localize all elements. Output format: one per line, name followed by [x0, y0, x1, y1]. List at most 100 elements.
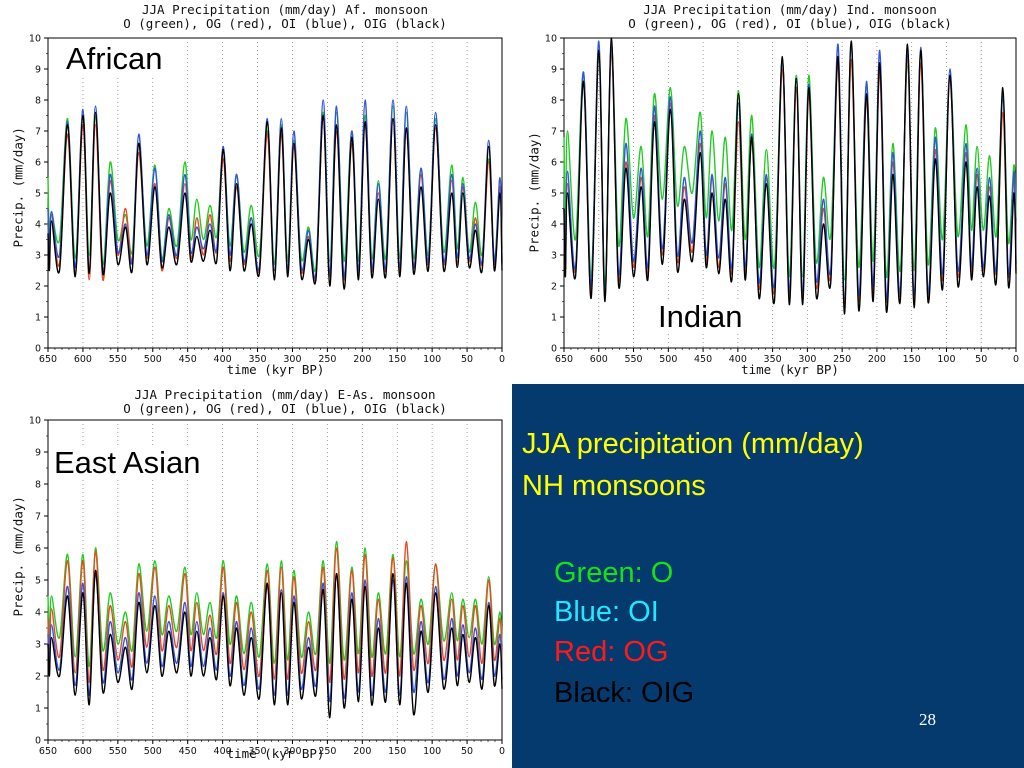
region-label: Indian: [656, 299, 745, 334]
plot-area: 650 600 550 500 450 400 350 300 250 200 150 100 50 00…: [29, 34, 505, 366]
legend-info-box: JJA precipitation (mm/day) NH monsoons G…: [512, 384, 1024, 768]
x-tick-label: 350: [764, 354, 782, 365]
series-line-o: [47, 540, 503, 668]
legend-green: Green: O: [554, 557, 674, 589]
x-tick-label: 400: [214, 354, 232, 365]
y-tick-label: 10: [29, 34, 41, 45]
series-line-oig: [47, 569, 503, 719]
y-tick-label: 5: [551, 189, 557, 200]
x-tick-label: 100: [423, 746, 441, 757]
x-tick-label: 200: [353, 354, 371, 365]
y-tick-label: 4: [551, 220, 557, 231]
x-axis-label: time (kyr BP): [741, 362, 839, 377]
x-tick-label: 0: [499, 746, 505, 757]
x-tick-label: 450: [694, 354, 712, 365]
plot-frame: [47, 37, 503, 349]
chart-title-line1: JJA Precipitation (mm/day) E-As. monsoon: [134, 387, 436, 402]
legend-black: Black: OIG: [554, 677, 695, 709]
series-line-oig: [47, 111, 503, 290]
x-tick-label: 500: [144, 354, 162, 365]
x-axis-label: time (kyr BP): [226, 362, 325, 377]
y-tick-label: 2: [551, 282, 557, 293]
african-monsoon-chart: JJA Precipitation (mm/day) Af. monsoon O…: [0, 0, 510, 384]
x-tick-label: 600: [590, 354, 608, 365]
y-tick-label: 0: [551, 344, 557, 355]
y-tick-label: 6: [35, 544, 41, 555]
series-line-oig: [563, 37, 1017, 315]
y-tick-label: 0: [35, 736, 41, 747]
y-tick-label: 1: [35, 313, 41, 324]
legend-blue: Blue: OI: [554, 596, 659, 628]
x-tick-label: 550: [109, 746, 127, 757]
x-tick-label: 100: [423, 354, 441, 365]
region-label: African: [64, 41, 165, 76]
x-tick-label: 300: [283, 354, 301, 365]
x-tick-label: 250: [318, 354, 336, 365]
y-tick-label: 7: [35, 127, 41, 138]
y-axis-label: Precip. (mm/day): [10, 127, 26, 248]
indian-monsoon-chart: JJA Precipitation (mm/day) Ind. monsoon …: [512, 0, 1024, 384]
x-tick-label: 350: [248, 354, 266, 365]
chart-title-line2: O (green), OG (red), OI (blue), OIG (bla…: [123, 401, 447, 416]
series-line-og: [47, 540, 503, 684]
y-tick-label: 3: [35, 251, 41, 262]
plot-area: 650 600 550 500 450 400 350 300 250 200 150 100 50 00…: [29, 416, 505, 758]
x-tick-label: 400: [729, 354, 747, 365]
x-tick-label: 550: [109, 354, 127, 365]
x-tick-label: 400: [214, 746, 232, 757]
x-tick-label: 350: [248, 746, 266, 757]
y-tick-label: 8: [35, 96, 41, 107]
x-tick-label: 200: [868, 354, 886, 365]
y-tick-label: 10: [545, 34, 557, 45]
chart-title-line2: O (green), OG (red), OI (blue), OIG (bla…: [628, 16, 952, 31]
x-tick-label: 600: [74, 354, 92, 365]
x-tick-label: 200: [353, 746, 371, 757]
y-tick-label: 4: [35, 608, 41, 619]
heading-line1: JJA precipitation (mm/day): [522, 428, 864, 460]
y-tick-label: 9: [551, 65, 557, 76]
chart-title-line2: O (green), OG (red), OI (blue), OIG (bla…: [123, 16, 447, 31]
x-tick-label: 150: [903, 354, 921, 365]
y-tick-label: 8: [551, 96, 557, 107]
y-tick-label: 4: [35, 220, 41, 231]
x-tick-label: 650: [555, 354, 573, 365]
x-tick-label: 650: [39, 354, 57, 365]
y-tick-label: 5: [35, 576, 41, 587]
y-tick-label: 3: [35, 640, 41, 651]
x-tick-label: 600: [74, 746, 92, 757]
x-tick-label: 450: [179, 746, 197, 757]
y-tick-label: 9: [35, 448, 41, 459]
x-tick-label: 500: [659, 354, 677, 365]
x-tick-label: 500: [144, 746, 162, 757]
x-tick-label: 300: [798, 354, 816, 365]
chart-title-line1: JJA Precipitation (mm/day) Af. monsoon: [142, 2, 428, 17]
x-tick-label: 0: [1013, 354, 1019, 365]
y-tick-label: 1: [35, 704, 41, 715]
y-tick-label: 8: [35, 480, 41, 491]
y-tick-label: 6: [35, 158, 41, 169]
x-tick-label: 100: [937, 354, 955, 365]
y-tick-label: 2: [35, 282, 41, 293]
x-tick-label: 650: [39, 746, 57, 757]
y-tick-label: 7: [551, 127, 557, 138]
page-number: 28: [919, 710, 936, 729]
x-tick-label: 50: [461, 746, 473, 757]
x-tick-label: 150: [388, 354, 406, 365]
x-tick-label: 0: [499, 354, 505, 365]
y-tick-label: 6: [551, 158, 557, 169]
east-asian-monsoon-chart: JJA Precipitation (mm/day) E-As. monsoon…: [0, 384, 510, 768]
x-tick-label: 250: [833, 354, 851, 365]
x-tick-label: 150: [388, 746, 406, 757]
y-tick-label: 3: [551, 251, 557, 262]
y-tick-label: 2: [35, 672, 41, 683]
y-tick-label: 1: [551, 313, 557, 324]
x-tick-label: 300: [283, 746, 301, 757]
x-tick-label: 50: [461, 354, 473, 365]
y-axis-label: Precip. (mm/day): [10, 496, 26, 617]
y-tick-label: 0: [35, 344, 41, 355]
x-tick-label: 550: [624, 354, 642, 365]
plot-area: 650 600 550 500 450 400 350 300 250 200 150 100 50 00…: [545, 34, 1019, 366]
y-tick-label: 9: [35, 65, 41, 76]
y-tick-label: 5: [35, 189, 41, 200]
legend-red: Red: OG: [554, 636, 669, 668]
